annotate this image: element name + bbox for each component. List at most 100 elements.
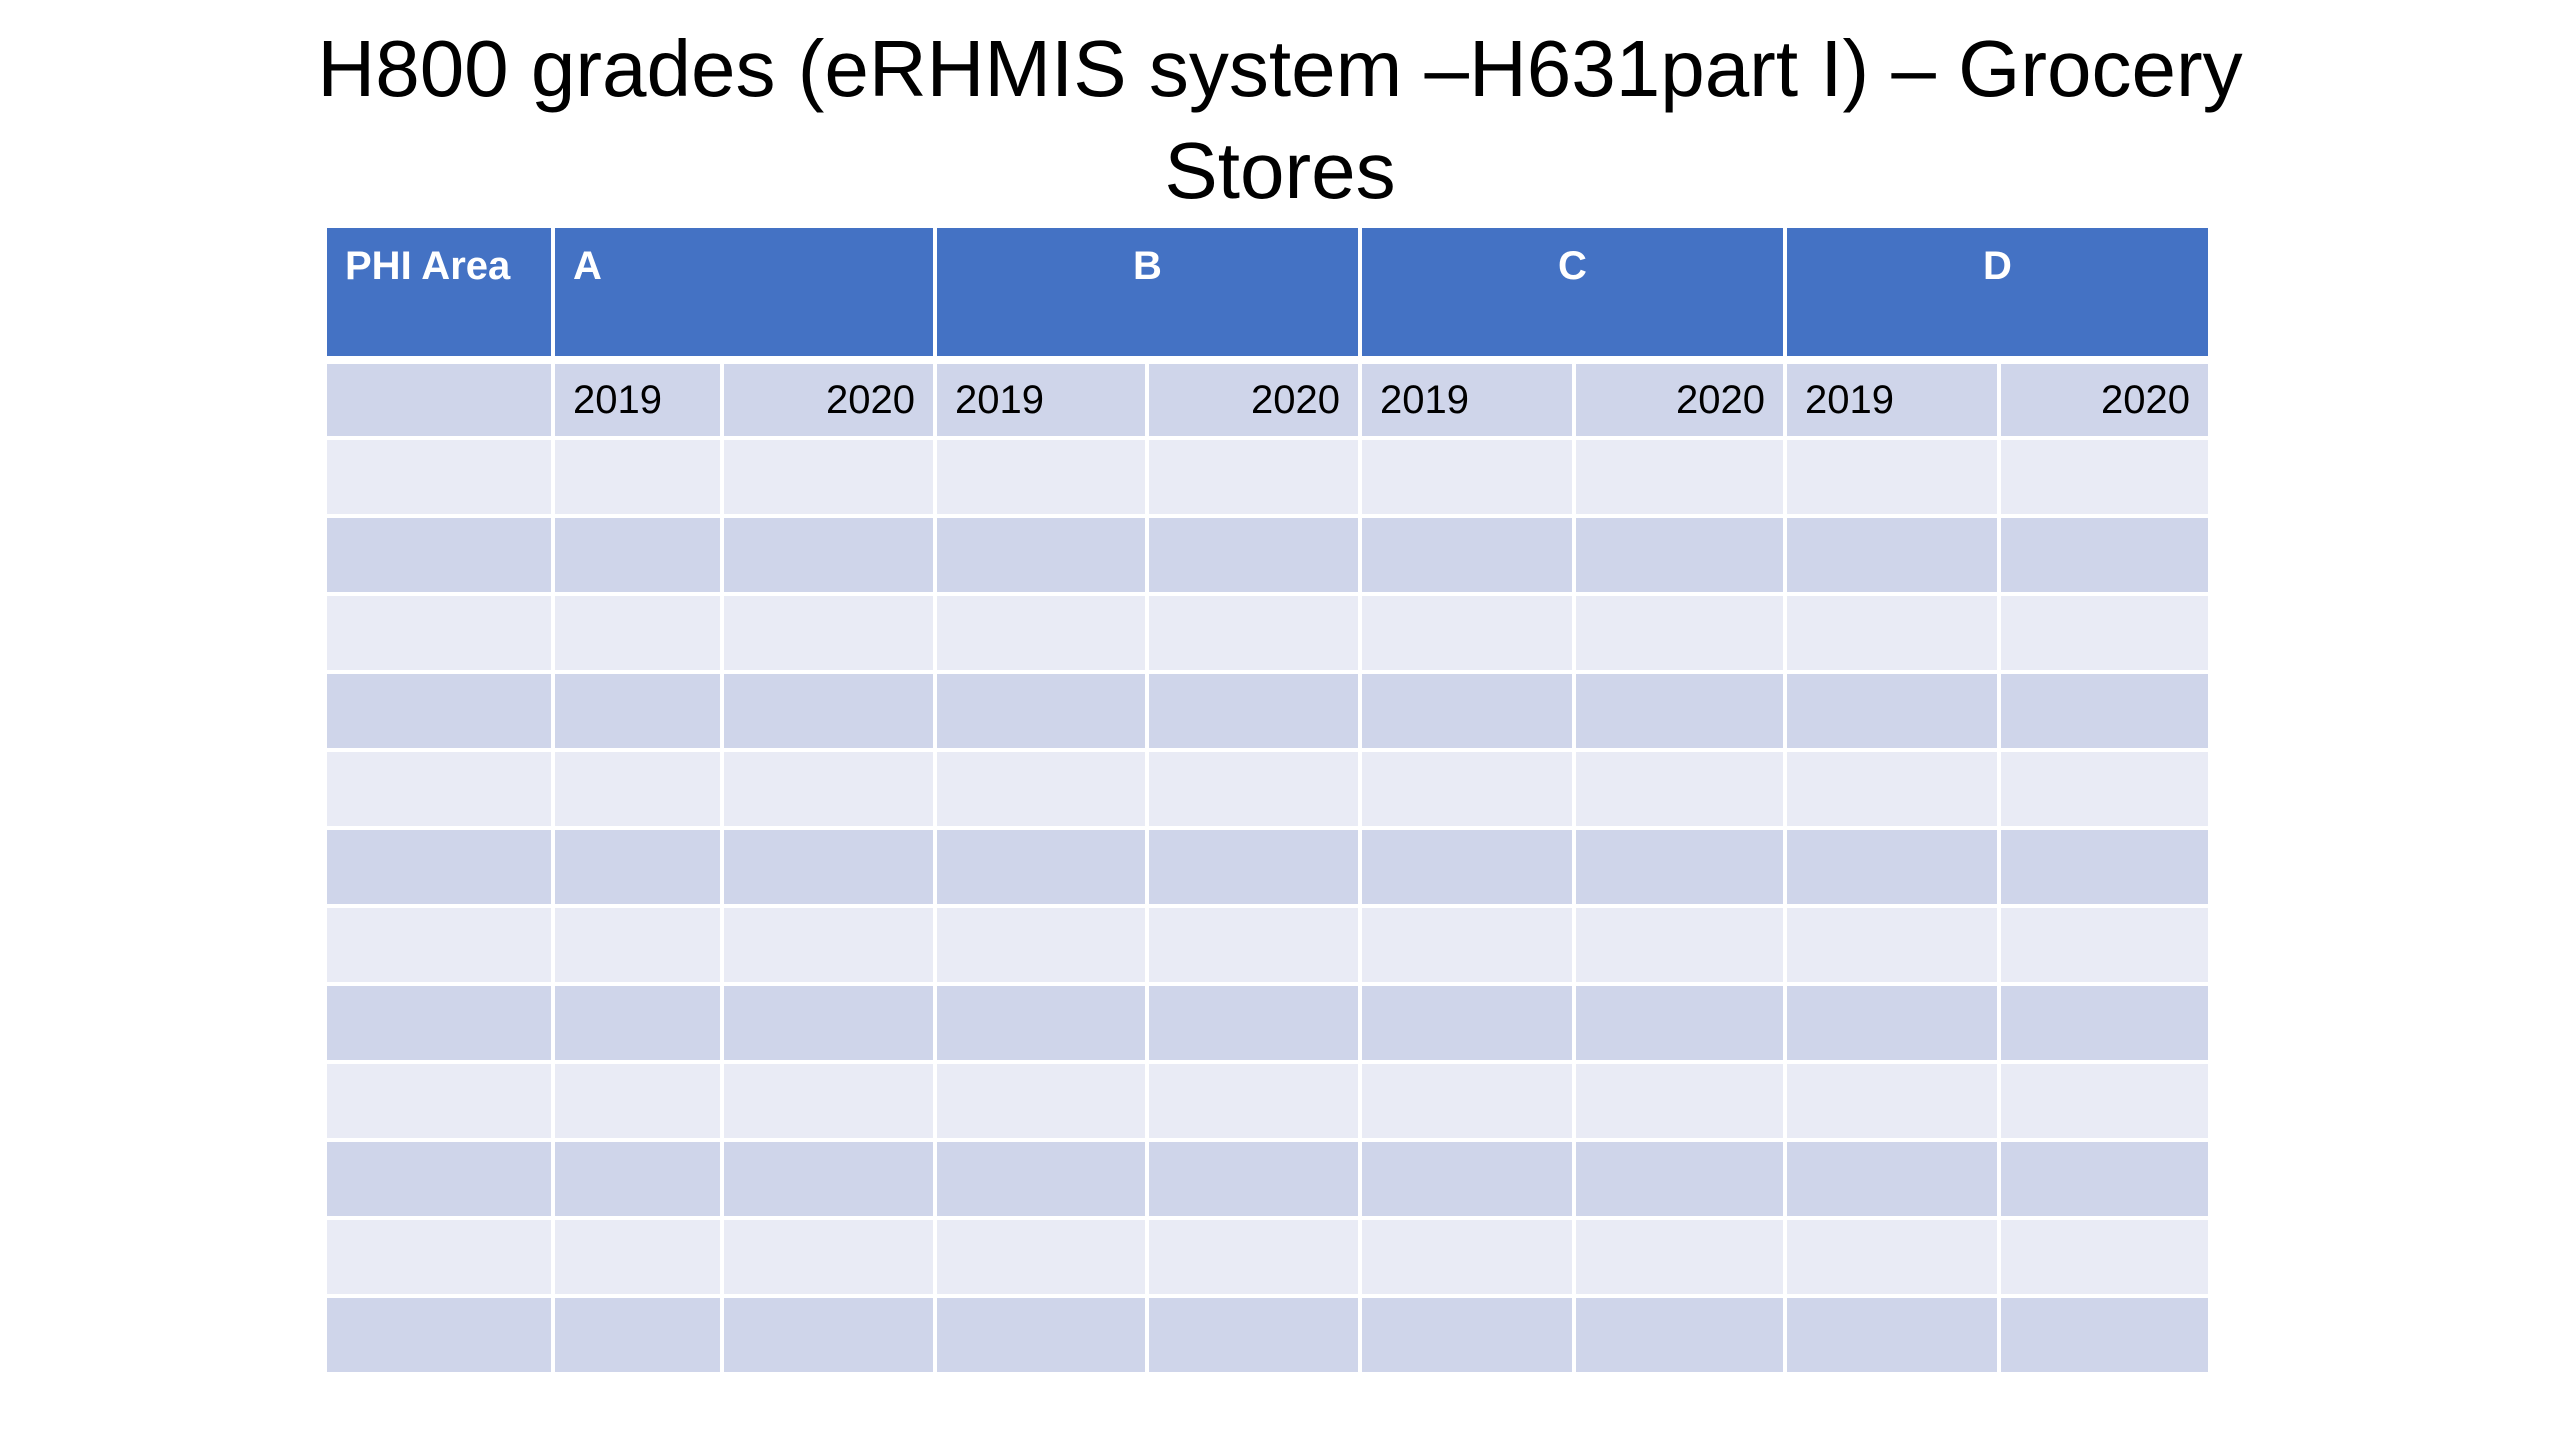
table-cell — [325, 1062, 553, 1140]
table-cell — [1360, 1062, 1574, 1140]
table-cell — [935, 672, 1147, 750]
table-cell — [1999, 672, 2210, 750]
table-cell — [1360, 906, 1574, 984]
header-cell: B — [935, 226, 1360, 358]
table-cell — [1360, 438, 1574, 516]
table-cell — [722, 1140, 935, 1218]
table-cell — [553, 750, 722, 828]
table-cell — [1574, 1062, 1785, 1140]
table-cell — [1147, 594, 1360, 672]
table-cell — [1999, 1218, 2210, 1296]
table-cell — [325, 1218, 553, 1296]
header-cell: D — [1785, 226, 2210, 358]
table-cell — [325, 828, 553, 906]
table-cell — [1574, 1218, 1785, 1296]
year-cell: 2020 — [1999, 362, 2210, 438]
year-cell: 2019 — [935, 362, 1147, 438]
table-cell — [325, 1296, 553, 1374]
table-cell — [325, 906, 553, 984]
table-cell — [1999, 1296, 2210, 1374]
table-cell — [1785, 438, 1999, 516]
table-cell — [1360, 984, 1574, 1062]
table-cell — [1785, 672, 1999, 750]
table-cell — [1147, 438, 1360, 516]
table-cell — [1999, 984, 2210, 1062]
table-cell — [1999, 750, 2210, 828]
table-cell — [935, 1296, 1147, 1374]
table-cell — [1574, 1140, 1785, 1218]
table-cell — [325, 1140, 553, 1218]
table-cell — [935, 1218, 1147, 1296]
table-cell — [722, 594, 935, 672]
table-cell — [1785, 1062, 1999, 1140]
table-cell — [1574, 828, 1785, 906]
table-cell — [553, 828, 722, 906]
table-cell — [325, 594, 553, 672]
table-cell — [1574, 672, 1785, 750]
year-cell: 2019 — [1360, 362, 1574, 438]
table-cell — [1360, 828, 1574, 906]
table-cell — [1574, 750, 1785, 828]
year-cell: 2020 — [1147, 362, 1360, 438]
table-cell — [553, 1062, 722, 1140]
table-cell — [1360, 750, 1574, 828]
table-cell — [722, 984, 935, 1062]
table-cell — [722, 1062, 935, 1140]
table-cell — [1360, 1296, 1574, 1374]
table-cell — [722, 1296, 935, 1374]
table-cell — [553, 984, 722, 1062]
table-cell — [553, 906, 722, 984]
table-cell — [1147, 984, 1360, 1062]
table-cell — [722, 906, 935, 984]
table-cell — [1999, 828, 2210, 906]
table-cell — [325, 438, 553, 516]
year-cell: 2019 — [553, 362, 722, 438]
table-cell — [553, 1140, 722, 1218]
year-cell — [325, 362, 553, 438]
table-cell — [722, 1218, 935, 1296]
table-cell — [1999, 1140, 2210, 1218]
table-cell — [935, 438, 1147, 516]
table-cell — [1360, 1218, 1574, 1296]
table-cell — [935, 750, 1147, 828]
table-cell — [1785, 906, 1999, 984]
year-cell: 2020 — [722, 362, 935, 438]
table-cell — [1785, 1296, 1999, 1374]
table-cell — [553, 594, 722, 672]
table-cell — [1360, 516, 1574, 594]
table-cell — [1785, 750, 1999, 828]
table-cell — [935, 1062, 1147, 1140]
table-cell — [935, 906, 1147, 984]
header-cell: PHI Area — [325, 226, 553, 358]
table-cell — [325, 984, 553, 1062]
header-cell: C — [1360, 226, 1785, 358]
table-cell — [325, 672, 553, 750]
table-cell — [1360, 672, 1574, 750]
table-cell — [1785, 1218, 1999, 1296]
table-cell — [1147, 1140, 1360, 1218]
table-cell — [1360, 594, 1574, 672]
table-cell — [1785, 594, 1999, 672]
table-cell — [1147, 516, 1360, 594]
table-cell — [935, 594, 1147, 672]
table-cell — [1147, 1062, 1360, 1140]
table-cell — [1147, 1218, 1360, 1296]
table-cell — [553, 672, 722, 750]
table-cell — [1574, 594, 1785, 672]
table-cell — [1147, 1296, 1360, 1374]
table-cell — [722, 750, 935, 828]
table-cell — [1999, 594, 2210, 672]
table-cell — [1147, 828, 1360, 906]
table-cell — [1785, 828, 1999, 906]
table-cell — [1999, 516, 2210, 594]
table-cell — [1360, 1140, 1574, 1218]
table-cell — [935, 984, 1147, 1062]
table-cell — [1785, 984, 1999, 1062]
table-cell — [1147, 750, 1360, 828]
table-cell — [1574, 906, 1785, 984]
table-cell — [1574, 1296, 1785, 1374]
table-cell — [722, 672, 935, 750]
table-cell — [722, 828, 935, 906]
table-cell — [935, 1140, 1147, 1218]
table-cell — [935, 828, 1147, 906]
